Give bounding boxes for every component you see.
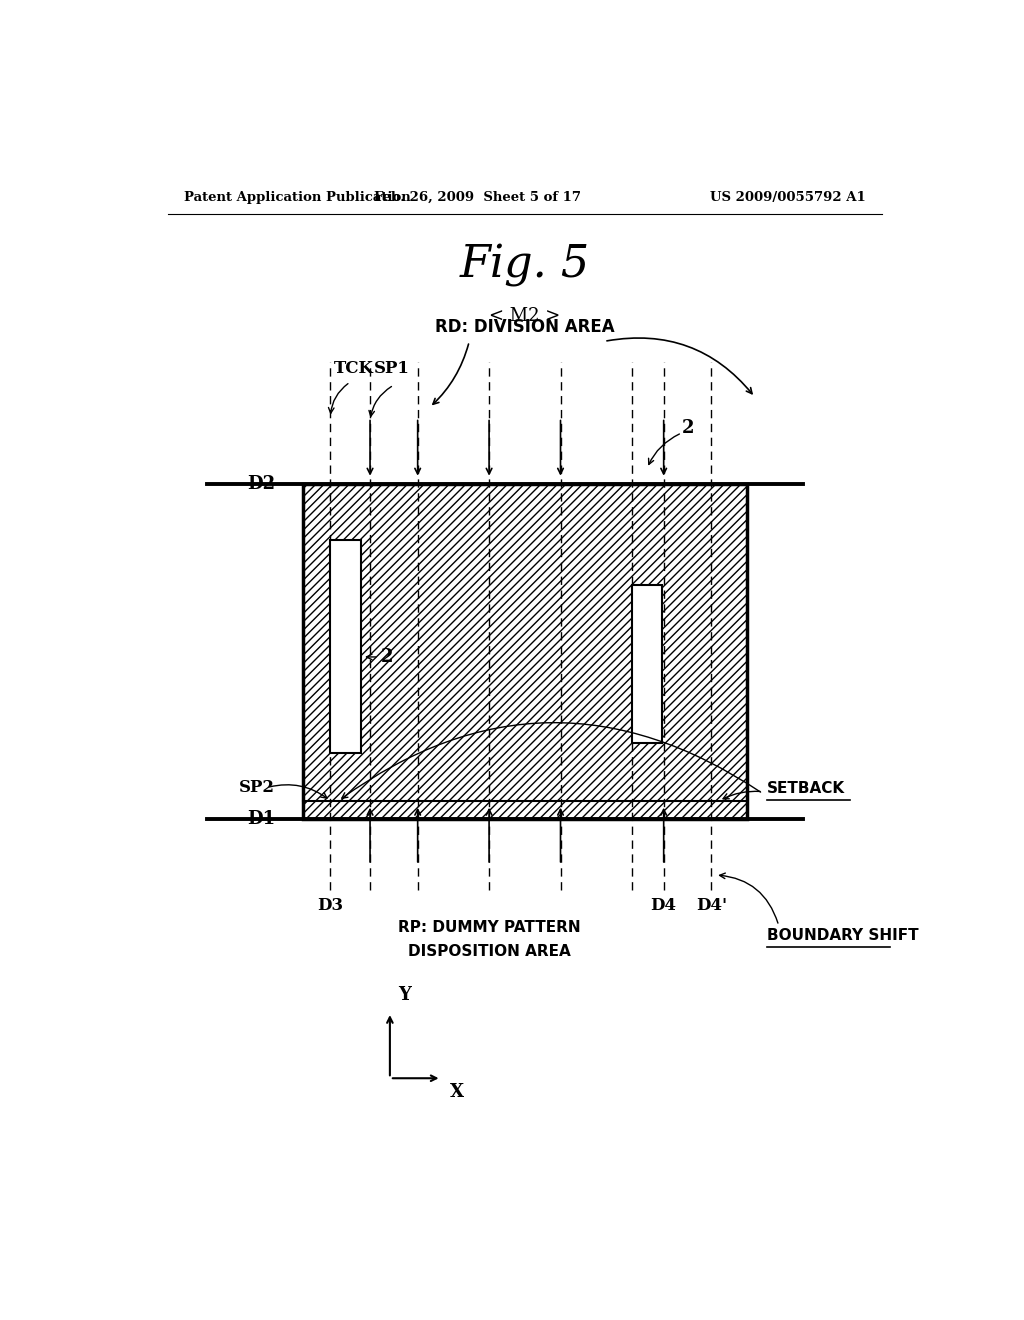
Text: D1: D1 xyxy=(247,810,274,828)
Text: SETBACK: SETBACK xyxy=(767,781,845,796)
Text: 2: 2 xyxy=(380,648,393,667)
Text: D4: D4 xyxy=(650,898,677,913)
Text: TCK: TCK xyxy=(334,360,374,378)
Bar xyxy=(331,540,360,752)
Bar xyxy=(632,585,663,743)
Text: BOUNDARY SHIFT: BOUNDARY SHIFT xyxy=(767,928,919,944)
Text: D2: D2 xyxy=(247,475,274,492)
Text: SP2: SP2 xyxy=(239,779,274,796)
Text: RD: DIVISION AREA: RD: DIVISION AREA xyxy=(435,318,614,337)
Text: Feb. 26, 2009  Sheet 5 of 17: Feb. 26, 2009 Sheet 5 of 17 xyxy=(374,190,581,203)
Text: DISPOSITION AREA: DISPOSITION AREA xyxy=(408,944,570,958)
Text: < M2 >: < M2 > xyxy=(489,308,560,325)
Text: Fig. 5: Fig. 5 xyxy=(460,243,590,286)
Text: 2: 2 xyxy=(682,418,694,437)
Text: D4': D4' xyxy=(695,898,727,913)
Text: D3: D3 xyxy=(317,898,343,913)
Text: RP: DUMMY PATTERN: RP: DUMMY PATTERN xyxy=(397,920,581,936)
Bar xyxy=(303,483,748,818)
Text: Patent Application Publication: Patent Application Publication xyxy=(183,190,411,203)
Text: US 2009/0055792 A1: US 2009/0055792 A1 xyxy=(711,190,866,203)
Text: X: X xyxy=(450,1084,464,1101)
Text: Y: Y xyxy=(397,986,411,1005)
Text: SP1: SP1 xyxy=(374,360,410,378)
